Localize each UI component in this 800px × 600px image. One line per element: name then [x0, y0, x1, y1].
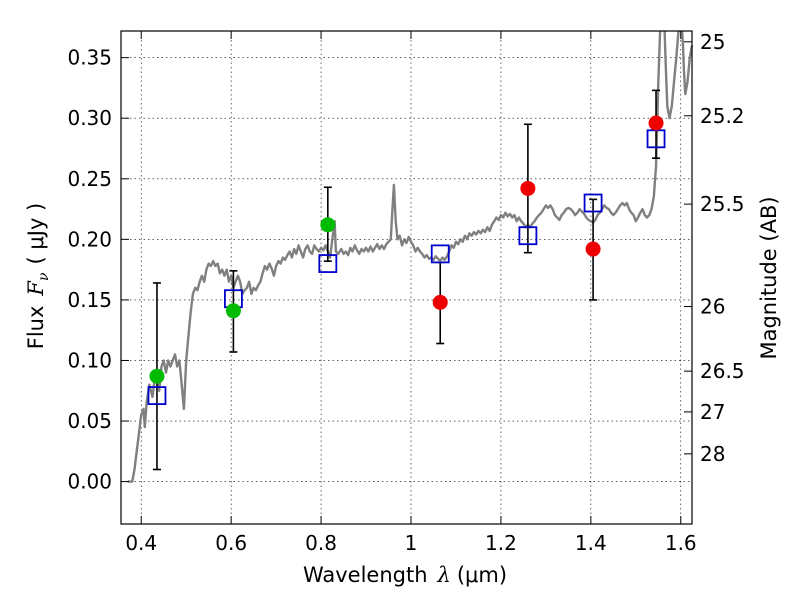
mag-tick-label: 25.2 — [700, 104, 745, 128]
x-tick-label: 1 — [405, 531, 418, 555]
mag-tick-label: 25.5 — [700, 192, 745, 216]
y-tick-label: 0.35 — [67, 46, 112, 70]
y-tick-label: 0.30 — [67, 106, 112, 130]
tick-labels: 0.4 0.6 0.8 1 1.2 1.4 1.6 0.00 0.05 0.10 0.15 0.20 0… — [67, 30, 744, 555]
y-tick-label: 0.00 — [67, 470, 112, 494]
red-data-point — [432, 294, 448, 310]
x-axis-label: Wavelength λ (μm) — [303, 563, 507, 587]
green-data-point — [320, 217, 336, 233]
plot-frame — [120, 30, 693, 525]
spectrum-line — [680, 30, 694, 96]
model-square-marker — [318, 254, 338, 273]
red-data-point — [520, 180, 536, 196]
x-tick-label: 0.4 — [125, 531, 157, 555]
x-tick-label: 0.8 — [305, 531, 337, 555]
spectrum-layer — [127, 30, 694, 483]
x-tick-label: 1.4 — [575, 531, 607, 555]
y-axis-label: FluxFν( μJy ) — [24, 203, 52, 349]
y-tick-label: 0.05 — [67, 409, 112, 433]
y2-axis-label: Magnitude (AB) — [757, 196, 781, 359]
mag-tick-label: 27 — [700, 400, 725, 424]
mag-tick-label: 28 — [700, 442, 725, 466]
y-tick-label: 0.10 — [67, 348, 112, 372]
green-data-point — [225, 303, 241, 319]
spectrum-line — [127, 30, 662, 483]
green-data-point — [149, 368, 165, 384]
model-square-marker — [147, 386, 167, 406]
grid-lines — [121, 31, 692, 524]
y-tick-label: 0.15 — [67, 288, 112, 312]
model-square-marker — [430, 244, 450, 264]
axis-ticks — [121, 31, 692, 524]
red-data-point — [585, 241, 601, 257]
y-tick-label: 0.20 — [67, 227, 112, 251]
x-tick-label: 0.6 — [215, 531, 247, 555]
x-tick-label: 1.6 — [665, 531, 697, 555]
spectrum-line — [663, 30, 680, 120]
red-data-point — [648, 115, 664, 131]
x-tick-label: 1.2 — [485, 531, 517, 555]
mag-tick-label: 26 — [700, 295, 725, 319]
y-tick-label: 0.25 — [67, 167, 112, 191]
model-square-marker — [518, 226, 538, 246]
mag-tick-label: 26.5 — [700, 359, 745, 383]
mag-tick-label: 25 — [700, 30, 725, 54]
model-square-marker — [583, 193, 603, 213]
data-markers — [147, 115, 666, 406]
